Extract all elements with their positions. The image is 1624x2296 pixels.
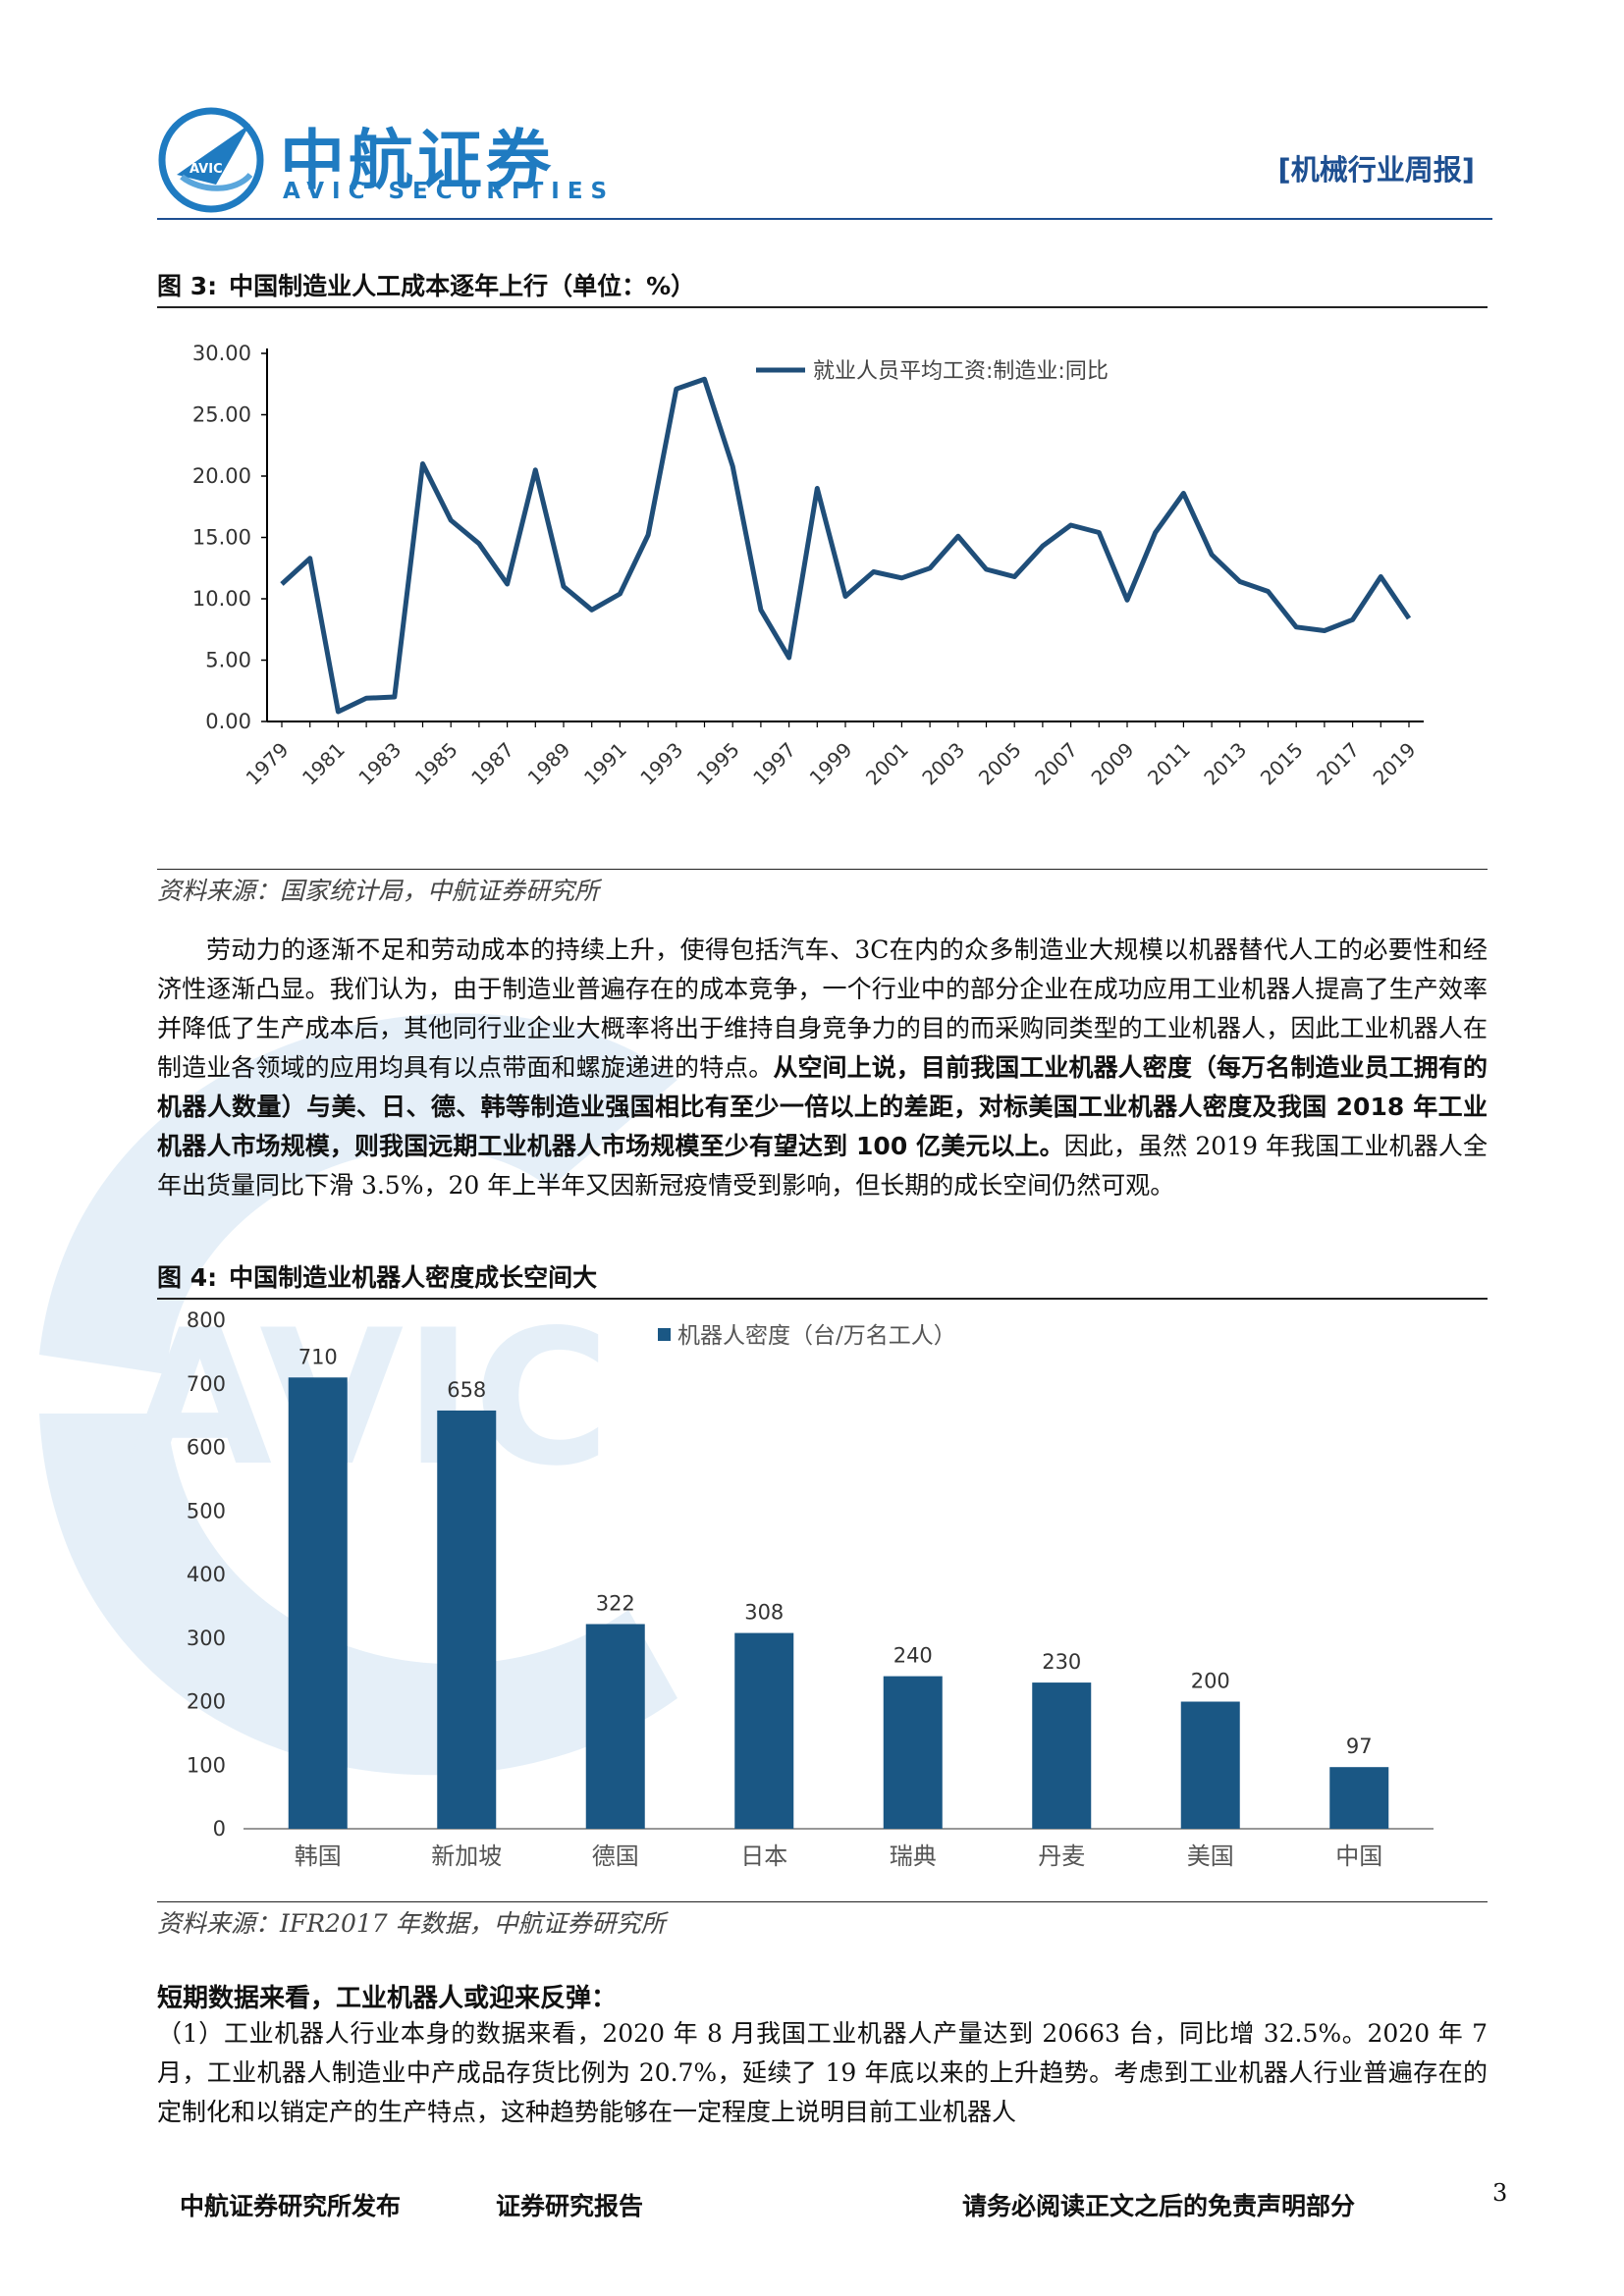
- figure3-source: 资料来源：国家统计局，中航证券研究所: [157, 877, 600, 905]
- figure4-top-rule: [157, 1298, 1488, 1300]
- figure4-bottom-rule: [157, 1901, 1488, 1902]
- x-tick-label: 1997: [748, 738, 800, 790]
- x-tick-label: 2015: [1256, 738, 1308, 790]
- section-subhead: 短期数据来看，工业机器人或迎来反弹：: [157, 1984, 618, 2013]
- y-tick-label: 600: [187, 1436, 226, 1460]
- footer-publisher: 中航证券研究所发布: [180, 2192, 402, 2220]
- report-tag: [机械行业周报]: [1277, 153, 1475, 187]
- x-tick-label: 1989: [523, 738, 575, 790]
- y-tick-label: 500: [187, 1499, 226, 1522]
- logo-badge-text: AVIC: [189, 162, 223, 177]
- y-tick-label: 10.00: [192, 587, 251, 611]
- x-tick-label: 2017: [1312, 738, 1364, 790]
- avic-logo-icon: AVIC: [158, 107, 264, 213]
- bar-value-label: 308: [744, 1601, 784, 1625]
- bar-1: [288, 1377, 348, 1829]
- y-tick-label: 300: [187, 1627, 226, 1650]
- x-tick-label: 1987: [466, 738, 518, 790]
- x-tick-label: 1995: [692, 738, 744, 790]
- header-divider: [157, 218, 1492, 220]
- bar-value-label: 322: [596, 1592, 635, 1616]
- figure4-title: 图 4: 中国制造业机器人密度成长空间大: [157, 1263, 598, 1292]
- bar-value-label: 200: [1191, 1670, 1230, 1693]
- bar-2: [437, 1410, 497, 1829]
- x-tick-label: 2001: [861, 738, 913, 790]
- page-number: 3: [1492, 2179, 1508, 2207]
- y-tick-label: 0.00: [205, 710, 251, 733]
- x-tick-label: 1985: [410, 738, 462, 790]
- bar-3: [585, 1624, 645, 1829]
- paragraph-text-c: 因此，虽然 2019 年我国工业机器人全年出货量同比下滑 3.5%，20 年上半…: [157, 1132, 1488, 1200]
- x-tick-label: 2013: [1199, 738, 1251, 790]
- figure4-bar-chart: 0 100 200 300 400 500 600 700 800 710 韩国 658 新加坡 322 德…: [187, 1308, 1434, 1870]
- x-tick-label: 1981: [298, 738, 350, 790]
- y-tick-label: 0: [213, 1817, 226, 1841]
- x-tick-label: 1983: [353, 738, 406, 790]
- category-label: 美国: [1187, 1842, 1234, 1870]
- y-tick-label: 700: [187, 1372, 226, 1396]
- series-line-manufacturing-wage: [280, 376, 1412, 715]
- y-tick-label: 30.00: [192, 342, 251, 365]
- y-tick-label: 400: [187, 1563, 226, 1586]
- bar-value-label: 710: [298, 1345, 338, 1368]
- paragraph-text-bold: 从空间上说，目前我国工业机器人密度（每万名制造业员工拥有的机器人数量）与美、日、…: [157, 1053, 1488, 1160]
- category-label: 日本: [740, 1842, 787, 1870]
- bar-value-label: 240: [893, 1644, 933, 1668]
- footer-report-type: 证券研究报告: [496, 2192, 644, 2220]
- figure4-source: 资料来源：IFR2017 年数据，中航证券研究所: [157, 1909, 666, 1938]
- y-tick-label: 800: [187, 1308, 226, 1332]
- x-tick-label: 2003: [917, 738, 969, 790]
- y-tick-label: 5.00: [205, 649, 251, 672]
- x-tick-label: 1999: [805, 738, 857, 790]
- logo-english: AVIC SECURITIES: [283, 179, 616, 204]
- y-tick-label: 15.00: [192, 526, 251, 550]
- bar-value-label: 658: [447, 1378, 486, 1402]
- x-tick-label: 2011: [1143, 738, 1195, 790]
- category-label: 瑞典: [890, 1842, 937, 1870]
- x-tick-label: 2019: [1369, 738, 1421, 790]
- x-tick-label: 2005: [974, 738, 1026, 790]
- x-tick-label: 1993: [635, 738, 687, 790]
- bar-8: [1329, 1767, 1389, 1829]
- figure3-top-rule: [157, 306, 1488, 308]
- section-paragraph: （1）工业机器人行业本身的数据来看，2020 年 8 月我国工业机器人产量达到 …: [157, 2019, 1488, 2126]
- bar-value-label: 230: [1042, 1650, 1081, 1674]
- figure3-bottom-rule: [157, 869, 1488, 870]
- category-label: 德国: [592, 1842, 639, 1870]
- footer-disclaimer: 请务必阅读正文之后的免责声明部分: [962, 2192, 1356, 2220]
- category-label: 丹麦: [1038, 1842, 1085, 1870]
- x-tick-label: 2007: [1030, 738, 1082, 790]
- bar-7: [1180, 1701, 1240, 1829]
- figure3-title: 图 3: 中国制造业人工成本逐年上行（单位：%）: [157, 272, 696, 300]
- category-label: 韩国: [295, 1842, 342, 1870]
- legend-swatch: [658, 1328, 671, 1341]
- category-label: 中国: [1335, 1842, 1382, 1870]
- x-tick-label: 1979: [242, 738, 294, 790]
- x-tick-label: 2009: [1087, 738, 1139, 790]
- bar-4: [734, 1632, 794, 1829]
- y-tick-label: 20.00: [192, 464, 251, 488]
- category-label: 新加坡: [431, 1842, 502, 1870]
- legend-label: 就业人员平均工资:制造业:同比: [813, 359, 1109, 384]
- y-tick-label: 100: [187, 1753, 226, 1777]
- legend-label: 机器人密度（台/万名工人）: [677, 1323, 956, 1349]
- bar-6: [1032, 1682, 1092, 1829]
- y-tick-label: 200: [187, 1690, 226, 1714]
- paragraph-text-a: 劳动力的逐渐不足和劳动成本的持续上升，使得包括汽车、3C在内的众多制造业大规模以…: [157, 935, 1488, 1082]
- x-tick-label: 1991: [579, 738, 631, 790]
- body-paragraph: 劳动力的逐渐不足和劳动成本的持续上升，使得包括汽车、3C在内的众多制造业大规模以…: [157, 931, 1488, 1205]
- bar-value-label: 97: [1346, 1735, 1373, 1758]
- logo-chinese: 中航证券: [280, 123, 555, 198]
- bar-5: [883, 1676, 943, 1829]
- y-tick-label: 25.00: [192, 403, 251, 427]
